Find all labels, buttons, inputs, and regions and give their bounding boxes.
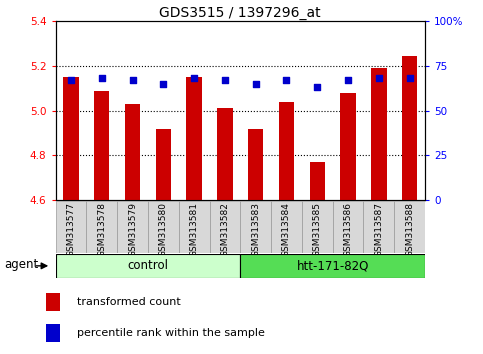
Text: control: control <box>128 259 169 272</box>
Bar <box>148 201 179 253</box>
Bar <box>271 201 302 253</box>
Text: agent: agent <box>4 258 39 271</box>
Bar <box>333 201 364 253</box>
Point <box>313 85 321 90</box>
Point <box>344 78 352 83</box>
Bar <box>402 56 417 200</box>
Text: GSM313582: GSM313582 <box>220 202 229 257</box>
Bar <box>302 201 333 253</box>
Bar <box>156 129 171 200</box>
Bar <box>248 129 263 200</box>
Point <box>406 76 413 81</box>
Text: GSM313577: GSM313577 <box>67 202 75 257</box>
Bar <box>241 254 425 278</box>
Point <box>375 76 383 81</box>
Text: percentile rank within the sample: percentile rank within the sample <box>77 328 265 338</box>
Bar <box>310 162 325 200</box>
Point <box>67 78 75 83</box>
Bar <box>210 201 240 253</box>
Text: GSM313588: GSM313588 <box>405 202 414 257</box>
Bar <box>117 201 148 253</box>
Point <box>190 76 198 81</box>
Bar <box>46 324 60 342</box>
Bar <box>125 104 140 200</box>
Point <box>221 78 229 83</box>
Bar <box>86 201 117 253</box>
Text: GSM313587: GSM313587 <box>374 202 384 257</box>
Bar <box>394 201 425 253</box>
Point <box>252 81 259 87</box>
Bar <box>186 77 202 200</box>
Bar <box>279 102 294 200</box>
Text: GSM313579: GSM313579 <box>128 202 137 257</box>
Text: GSM313580: GSM313580 <box>159 202 168 257</box>
Text: transformed count: transformed count <box>77 297 181 307</box>
Bar <box>240 201 271 253</box>
Bar <box>179 201 210 253</box>
Bar <box>56 201 86 253</box>
Bar <box>63 77 79 200</box>
Bar <box>94 91 110 200</box>
Point <box>128 78 136 83</box>
Text: GSM313584: GSM313584 <box>282 202 291 257</box>
Text: GSM313578: GSM313578 <box>97 202 106 257</box>
Point <box>159 81 167 87</box>
Bar <box>46 293 60 312</box>
Title: GDS3515 / 1397296_at: GDS3515 / 1397296_at <box>159 6 321 20</box>
Text: GSM313583: GSM313583 <box>251 202 260 257</box>
Text: htt-171-82Q: htt-171-82Q <box>297 259 369 272</box>
Point <box>283 78 290 83</box>
Bar <box>371 68 386 200</box>
Bar <box>56 254 241 278</box>
Point <box>98 76 106 81</box>
Bar <box>217 108 233 200</box>
Bar <box>364 201 394 253</box>
Text: GSM313581: GSM313581 <box>190 202 199 257</box>
Text: GSM313585: GSM313585 <box>313 202 322 257</box>
Bar <box>341 93 356 200</box>
Text: GSM313586: GSM313586 <box>343 202 353 257</box>
